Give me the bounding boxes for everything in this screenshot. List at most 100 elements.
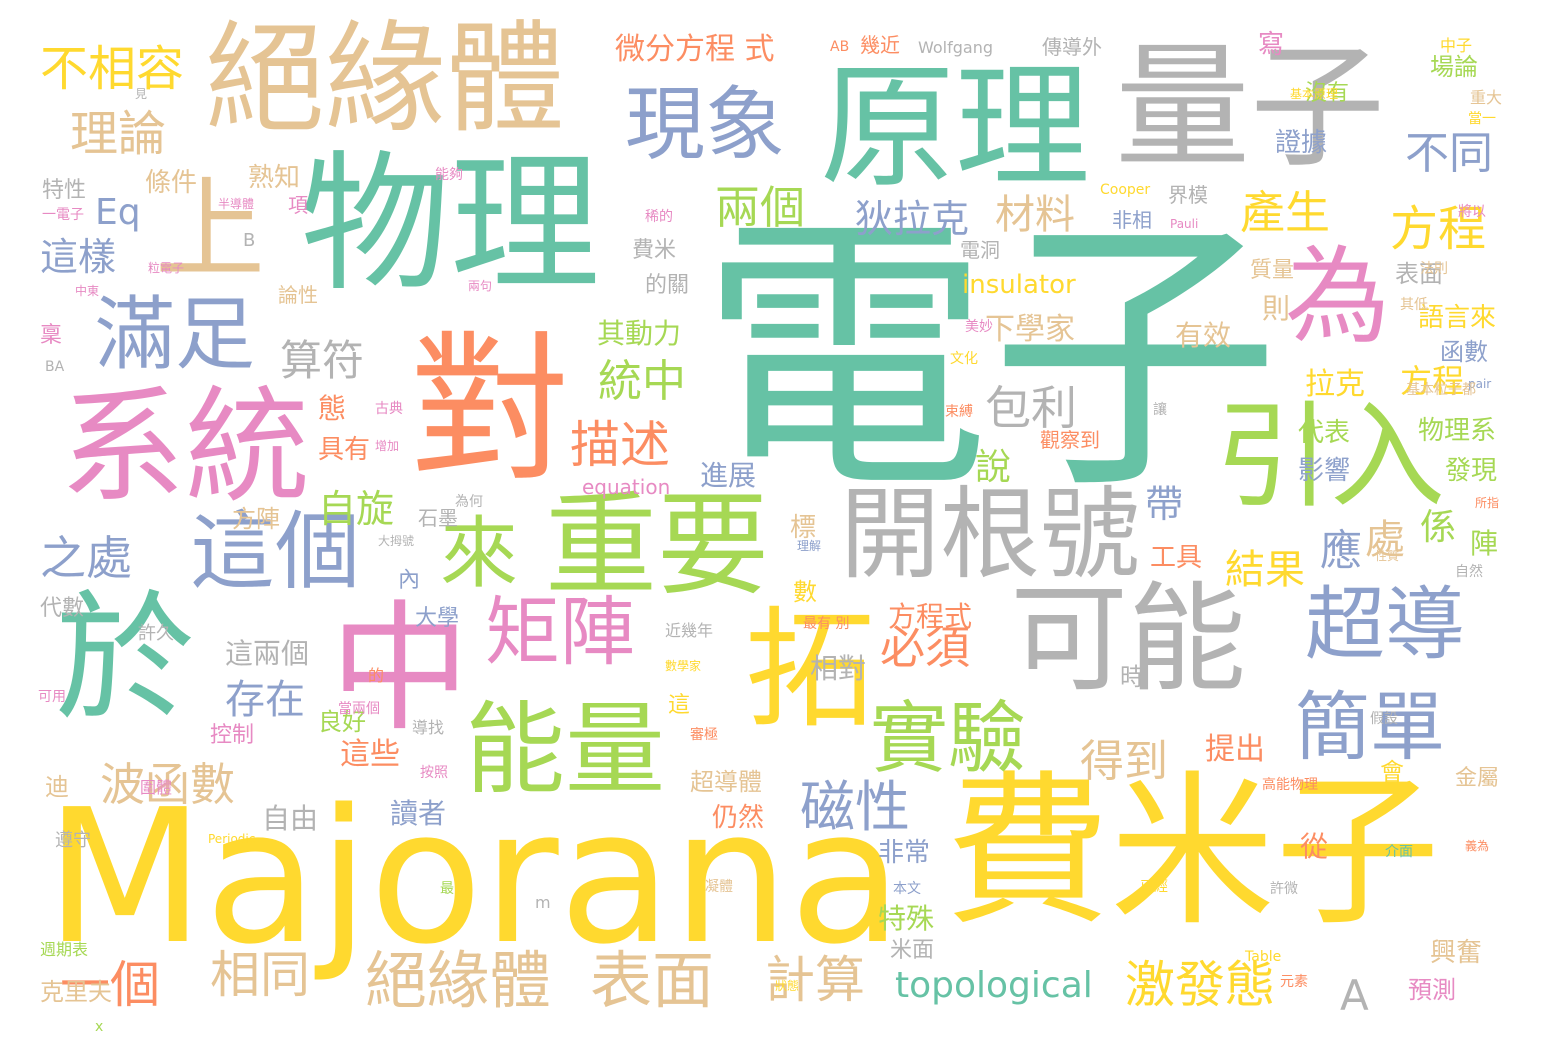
cloud-word: 方程 [1400,362,1465,400]
cloud-word: 可能 [1010,570,1247,708]
cloud-word: Cooper [1100,182,1151,198]
cloud-word: 狀態 [775,979,800,993]
cloud-word: 束縛 [945,404,973,420]
cloud-word: 古典 [375,401,403,417]
cloud-word: 稀的 [645,209,673,225]
cloud-word: 良好 [318,708,366,736]
cloud-word: 產生 [1240,186,1331,239]
cloud-word: 介面 [1385,844,1413,860]
cloud-word: 費米子 [945,756,1440,948]
cloud-word: 大拇號 [378,534,415,548]
cloud-word: 方程 [1390,201,1487,257]
cloud-word: 拉克 [1305,367,1365,402]
cloud-word: 傳導外 [1042,35,1102,59]
cloud-word: 沒有 [1305,81,1350,106]
cloud-word: 一個 [60,956,160,1014]
cloud-word: 工具 [1150,543,1203,573]
cloud-word: 導找 [412,718,445,737]
cloud-word: 假設 [1370,711,1398,727]
cloud-word: 對 [410,316,571,503]
cloud-word: 陣 [1470,527,1499,560]
cloud-word: 非相 [1112,208,1152,232]
cloud-word: 大學 [415,606,460,631]
cloud-word: 之處 [40,531,132,585]
cloud-word: 本文 [893,881,921,897]
cloud-word: 代表 [1298,418,1351,448]
cloud-word: m [535,893,551,912]
cloud-word: 進展 [700,459,757,492]
cloud-word: insulator [962,270,1076,300]
cloud-word: 滿足 [95,288,255,381]
cloud-word: 則 [1262,292,1291,325]
cloud-word: 具有 [318,435,371,465]
cloud-word: 中東 [75,284,100,298]
cloud-word: 遵守 [55,830,91,851]
cloud-word: 原理 [820,49,1090,206]
cloud-word: 文化 [950,351,978,367]
cloud-word: 基本原理 [1290,87,1339,101]
cloud-word: 自然 [1455,564,1483,580]
cloud-word: 按照 [420,765,448,781]
cloud-word: 現象 [625,78,785,171]
cloud-word: 最 [440,881,454,897]
cloud-word: 為何 [455,494,483,510]
cloud-word: 不相容 [40,41,185,97]
cloud-word: 係 [1420,507,1457,548]
cloud-word: 興奮 [1430,938,1483,968]
cloud-word: 微分方程 式 [615,32,775,67]
cloud-word: 從 [1300,830,1329,863]
cloud-word: 數 [793,578,817,606]
cloud-word: 其動力 [597,317,682,350]
cloud-word: 場論 [1430,53,1478,81]
cloud-word: 量子 [1115,29,1385,186]
cloud-word: 物理系 [1418,416,1497,446]
cloud-word: 凝體 [705,879,733,895]
cloud-word: pair [1468,377,1492,391]
cloud-word: 許微 [1270,881,1298,897]
cloud-word: 發現 [1445,456,1498,486]
cloud-word: 近幾年 [665,621,714,640]
cloud-word: 這樣 [40,235,117,279]
cloud-word: topological [895,965,1093,1006]
cloud-word: 波函數 [100,758,236,811]
cloud-word: 來 [440,509,519,599]
cloud-word: 結果 [1225,547,1305,593]
cloud-word: 兩個 [715,181,806,234]
cloud-word: 重大 [1470,88,1503,107]
cloud-word: 於 [55,578,196,741]
cloud-word: 費米 [632,238,677,263]
cloud-word: 系統 [60,375,310,520]
cloud-word: 熟知 [248,163,301,193]
cloud-word: 讀者 [390,797,447,830]
cloud-word: 相同 [210,946,310,1004]
cloud-word: 統中 [598,356,686,407]
cloud-word: 幾近 [860,33,900,57]
cloud-word: 非常 [878,838,931,868]
cloud-word: 會 [1380,758,1404,786]
cloud-word: 元素 [1280,974,1308,990]
cloud-word: 狄拉克 [855,197,970,241]
cloud-word: 必須 [880,621,971,674]
cloud-word: 描述 [570,416,670,474]
cloud-word: 簡單 [1295,683,1446,771]
cloud-word: 時 [1120,663,1144,691]
cloud-word: 說 [975,447,1012,488]
cloud-word: 有效 [1175,319,1232,352]
cloud-word: 這些 [340,737,400,772]
cloud-word: Pauli [1170,217,1199,231]
cloud-word: 能夠 [435,167,463,183]
cloud-word: 相對 [810,652,867,685]
cloud-word: 米面 [890,938,935,963]
cloud-word: 最有 別 [803,616,850,632]
cloud-word: 處 [1365,517,1405,563]
cloud-word: 方陣 [232,505,280,533]
cloud-word: 語言來 [1418,303,1497,333]
cloud-word: 仍然 [712,803,765,833]
cloud-word: 週期表 [40,940,89,959]
cloud-word: 能量 [465,691,665,808]
cloud-word: 自由 [262,802,319,835]
cloud-word: 內 [398,568,421,593]
cloud-word: 已經 [1140,879,1168,895]
cloud-word: 這 [668,693,691,718]
cloud-word: 證據 [1275,128,1328,158]
